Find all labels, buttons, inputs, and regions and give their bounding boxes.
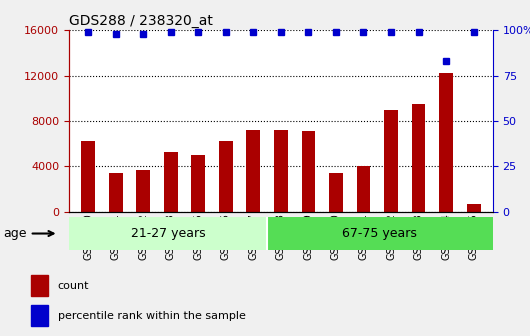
Bar — [31, 275, 48, 296]
Bar — [267, 217, 493, 250]
Bar — [69, 217, 267, 250]
Bar — [219, 141, 233, 212]
Text: 21-27 years: 21-27 years — [130, 227, 205, 240]
Bar — [384, 110, 398, 212]
Bar — [164, 152, 178, 212]
Bar — [329, 173, 343, 212]
Text: GDS288 / 238320_at: GDS288 / 238320_at — [69, 14, 213, 28]
Bar — [412, 104, 426, 212]
Bar — [357, 166, 370, 212]
Bar — [136, 170, 150, 212]
Bar — [109, 173, 122, 212]
Bar — [191, 155, 205, 212]
Bar — [302, 131, 315, 212]
Bar — [274, 130, 288, 212]
Text: 67-75 years: 67-75 years — [342, 227, 417, 240]
Text: count: count — [58, 281, 89, 291]
Text: age: age — [4, 227, 54, 240]
Bar — [467, 204, 481, 212]
Bar — [31, 305, 48, 326]
Text: percentile rank within the sample: percentile rank within the sample — [58, 311, 245, 321]
Bar — [246, 130, 260, 212]
Bar — [81, 141, 95, 212]
Bar — [439, 73, 453, 212]
